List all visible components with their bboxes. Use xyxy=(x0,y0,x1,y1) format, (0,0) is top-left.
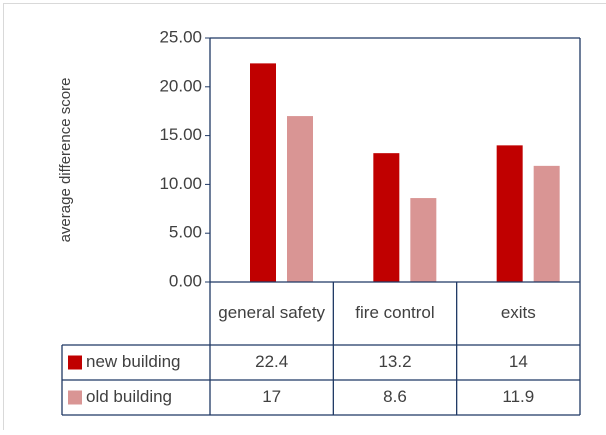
legend-key xyxy=(68,391,82,405)
y-tick-label: 0.00 xyxy=(169,271,202,290)
y-axis-label: average difference score xyxy=(57,78,74,243)
legend-key xyxy=(68,356,82,370)
legend-label: new building xyxy=(86,352,181,371)
bar xyxy=(410,198,436,282)
bar xyxy=(497,145,523,282)
bar xyxy=(250,63,276,282)
y-tick-label: 25.00 xyxy=(159,27,202,46)
legend-label: old building xyxy=(86,387,172,406)
category-cell: exits xyxy=(459,282,578,345)
bar xyxy=(373,153,399,282)
y-tick-label: 20.00 xyxy=(159,76,202,95)
table-value: 11.9 xyxy=(502,387,534,406)
table-value: 8.6 xyxy=(383,387,407,406)
x-tick-label: general safety xyxy=(212,282,331,345)
bar xyxy=(534,166,560,282)
table-value: 22.4 xyxy=(255,352,288,371)
category-cell: general safety xyxy=(212,282,331,345)
table-value: 17 xyxy=(262,387,281,406)
x-tick-label: fire control xyxy=(335,282,454,345)
table-value: 14 xyxy=(509,352,528,371)
y-tick-label: 5.00 xyxy=(169,223,202,242)
bar xyxy=(287,116,313,282)
y-tick-label: 15.00 xyxy=(159,125,202,144)
x-tick-label: exits xyxy=(459,282,578,345)
y-tick-label: 10.00 xyxy=(159,174,202,193)
table-value: 13.2 xyxy=(378,352,411,371)
category-cell: fire control xyxy=(335,282,454,345)
